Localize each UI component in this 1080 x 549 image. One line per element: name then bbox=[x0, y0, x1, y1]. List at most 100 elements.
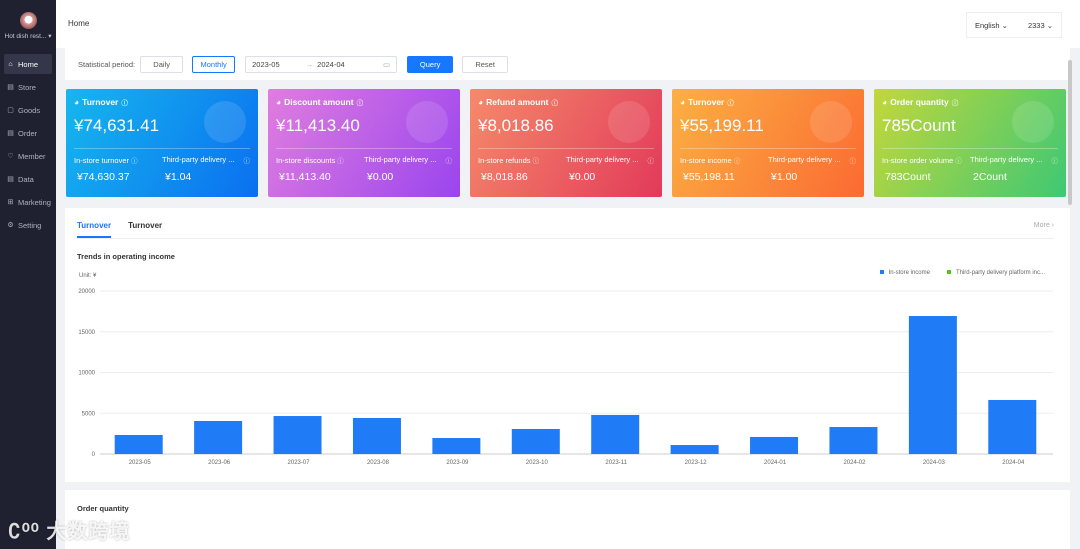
money-bag-icon: ◕ bbox=[680, 97, 686, 107]
data-icon: ▤ bbox=[7, 176, 14, 183]
bar-in-store-2023-05[interactable] bbox=[114, 435, 163, 454]
sidebar-item-data[interactable]: ▤ Data bbox=[7, 174, 34, 184]
clipboard-icon-decoration bbox=[1012, 101, 1054, 143]
bar-in-store-2023-12[interactable] bbox=[670, 445, 719, 454]
query-button[interactable]: Query bbox=[407, 55, 454, 73]
bar-in-store-2023-10[interactable] bbox=[511, 428, 560, 454]
tab-turnover[interactable]: Turnover bbox=[77, 221, 112, 238]
bar-in-store-2023-11[interactable] bbox=[591, 414, 640, 454]
sub-value: ¥55,198.11 bbox=[683, 171, 735, 183]
x-tick-label: 2023-08 bbox=[367, 460, 390, 466]
sub-label: In-store order volume bbox=[882, 156, 954, 165]
bar-in-store-2024-03[interactable] bbox=[908, 316, 957, 454]
coupon-icon: ◕ bbox=[276, 97, 282, 107]
pie-chart-icon-decoration bbox=[204, 101, 246, 143]
header: Home English ⌄ 2333 ⌄ bbox=[56, 0, 1080, 48]
sub-value: ¥8,018.86 bbox=[481, 171, 528, 183]
sub-value: 2Count bbox=[973, 171, 1007, 183]
info-icon[interactable]: ⓘ bbox=[1051, 158, 1059, 165]
period-label: Statistical period: bbox=[78, 59, 136, 69]
unit-label: Unit: ¥ bbox=[79, 273, 97, 279]
more-link[interactable]: More › bbox=[1033, 222, 1054, 229]
info-icon[interactable]: ⓘ bbox=[733, 158, 741, 165]
gear-icon: ⚙ bbox=[7, 222, 14, 229]
store-icon: ▤ bbox=[7, 84, 14, 91]
legend-third-party[interactable]: Third-party delivery platform inc... bbox=[946, 270, 1045, 276]
y-tick-label: 20000 bbox=[78, 289, 95, 295]
info-icon[interactable]: ⓘ bbox=[647, 158, 655, 165]
money-bag-icon-decoration bbox=[810, 101, 852, 143]
shop-selector[interactable]: Hot dish rest... ▾ bbox=[4, 33, 52, 40]
info-icon[interactable]: ⓘ bbox=[951, 100, 959, 107]
bar-in-store-2023-07[interactable] bbox=[273, 416, 322, 454]
card-value: 785Count bbox=[882, 116, 956, 135]
card-title: Turnover bbox=[82, 97, 119, 107]
monthly-button[interactable]: Monthly bbox=[192, 55, 236, 73]
card-value: ¥8,018.86 bbox=[478, 116, 554, 135]
coupon-icon-decoration bbox=[406, 101, 448, 143]
info-icon[interactable]: ⓘ bbox=[445, 158, 453, 165]
info-icon[interactable]: ⓘ bbox=[955, 158, 962, 165]
sidebar-item-member[interactable]: ♡ Member bbox=[7, 151, 46, 161]
info-icon[interactable]: ⓘ bbox=[243, 158, 251, 165]
info-icon[interactable]: ⓘ bbox=[727, 100, 734, 107]
sub-value: ¥1.04 bbox=[165, 171, 192, 183]
y-tick-label: 10000 bbox=[78, 371, 95, 377]
card-value: ¥55,199.11 bbox=[680, 116, 764, 135]
bar-in-store-2024-01[interactable] bbox=[750, 436, 799, 454]
bar-in-store-2024-04[interactable] bbox=[988, 399, 1037, 454]
sidebar-item-order[interactable]: ▤ Order bbox=[7, 128, 38, 138]
home-icon: ⌂ bbox=[8, 60, 13, 68]
sidebar-item-store[interactable]: ▤ Store bbox=[7, 82, 36, 92]
date-range-picker[interactable]: 2023-05 → 2024-04 ▭ bbox=[245, 55, 398, 73]
info-icon[interactable]: ⓘ bbox=[532, 158, 540, 165]
sub-value: ¥1.00 bbox=[771, 171, 798, 183]
language-selector[interactable]: English ⌄ bbox=[974, 20, 1008, 30]
sub-value: ¥0.00 bbox=[367, 171, 394, 183]
card-title: Refund amount bbox=[486, 97, 549, 107]
info-icon[interactable]: ⓘ bbox=[849, 158, 857, 165]
order-quantity-panel: Order quantity bbox=[65, 490, 1070, 549]
sidebar-item-home[interactable]: ⌂ Home bbox=[4, 54, 52, 74]
info-icon[interactable]: ⓘ bbox=[131, 158, 138, 165]
scrollbar[interactable] bbox=[1068, 60, 1072, 205]
stat-card: ◕ Refund amount ⓘ ¥8,018.86 In-store refun… bbox=[470, 89, 662, 197]
order-quantity-title: Order quantity bbox=[77, 504, 129, 513]
start-date[interactable]: 2023-05 bbox=[252, 59, 280, 69]
sub-label: Third-party delivery ... bbox=[364, 155, 437, 164]
end-date[interactable]: 2024-04 bbox=[317, 59, 345, 69]
sub-label: In-store discounts bbox=[276, 156, 336, 165]
daily-button[interactable]: Daily bbox=[140, 55, 184, 73]
goods-icon: ▢ bbox=[7, 107, 14, 114]
sub-label: In-store income bbox=[680, 156, 732, 165]
sub-label: Third-party delivery ... bbox=[566, 155, 639, 164]
sidebar-item-marketing[interactable]: ⊞ Marketing bbox=[7, 197, 51, 207]
info-icon[interactable]: ⓘ bbox=[551, 100, 558, 107]
sidebar-item-goods[interactable]: ▢ Goods bbox=[7, 105, 41, 115]
stat-card: ◕ Turnover ⓘ ¥55,199.11 In-store income ⓘ T… bbox=[672, 89, 864, 197]
info-icon[interactable]: ⓘ bbox=[337, 158, 344, 165]
user-menu[interactable]: 2333 ⌄ bbox=[1027, 20, 1053, 30]
info-icon[interactable]: ⓘ bbox=[121, 100, 128, 107]
chart-title: Trends in operating income bbox=[77, 252, 175, 261]
card-title: Order quantity bbox=[890, 97, 949, 107]
bar-in-store-2024-02[interactable] bbox=[829, 427, 878, 454]
x-tick-label: 2023-06 bbox=[208, 460, 231, 466]
x-tick-label: 2023-10 bbox=[526, 460, 549, 466]
bar-in-store-2023-06[interactable] bbox=[194, 420, 243, 454]
bar-in-store-2023-08[interactable] bbox=[352, 417, 401, 454]
reset-button[interactable]: Reset bbox=[462, 55, 509, 73]
sub-value: 783Count bbox=[885, 171, 931, 183]
sidebar: Hot dish rest... ▾ ⌂ Home ▤ Store ▢ Goods ▤ Ord… bbox=[0, 0, 56, 549]
legend-in-store[interactable]: In-store income bbox=[879, 270, 930, 276]
calendar-icon: ▭ bbox=[383, 59, 391, 69]
sidebar-item-setting[interactable]: ⚙ Setting bbox=[7, 220, 42, 230]
avatar[interactable] bbox=[19, 12, 37, 29]
bar-in-store-2023-09[interactable] bbox=[432, 438, 481, 454]
tab-turnover-2[interactable]: Turnover bbox=[128, 221, 163, 230]
stat-card: ◕ Order quantity ⓘ 785Count In-store order… bbox=[874, 89, 1066, 197]
sub-label: Third-party delivery ... bbox=[162, 155, 235, 164]
info-icon[interactable]: ⓘ bbox=[356, 100, 364, 107]
y-tick-label: 15000 bbox=[78, 330, 95, 336]
x-tick-label: 2024-02 bbox=[843, 460, 866, 466]
